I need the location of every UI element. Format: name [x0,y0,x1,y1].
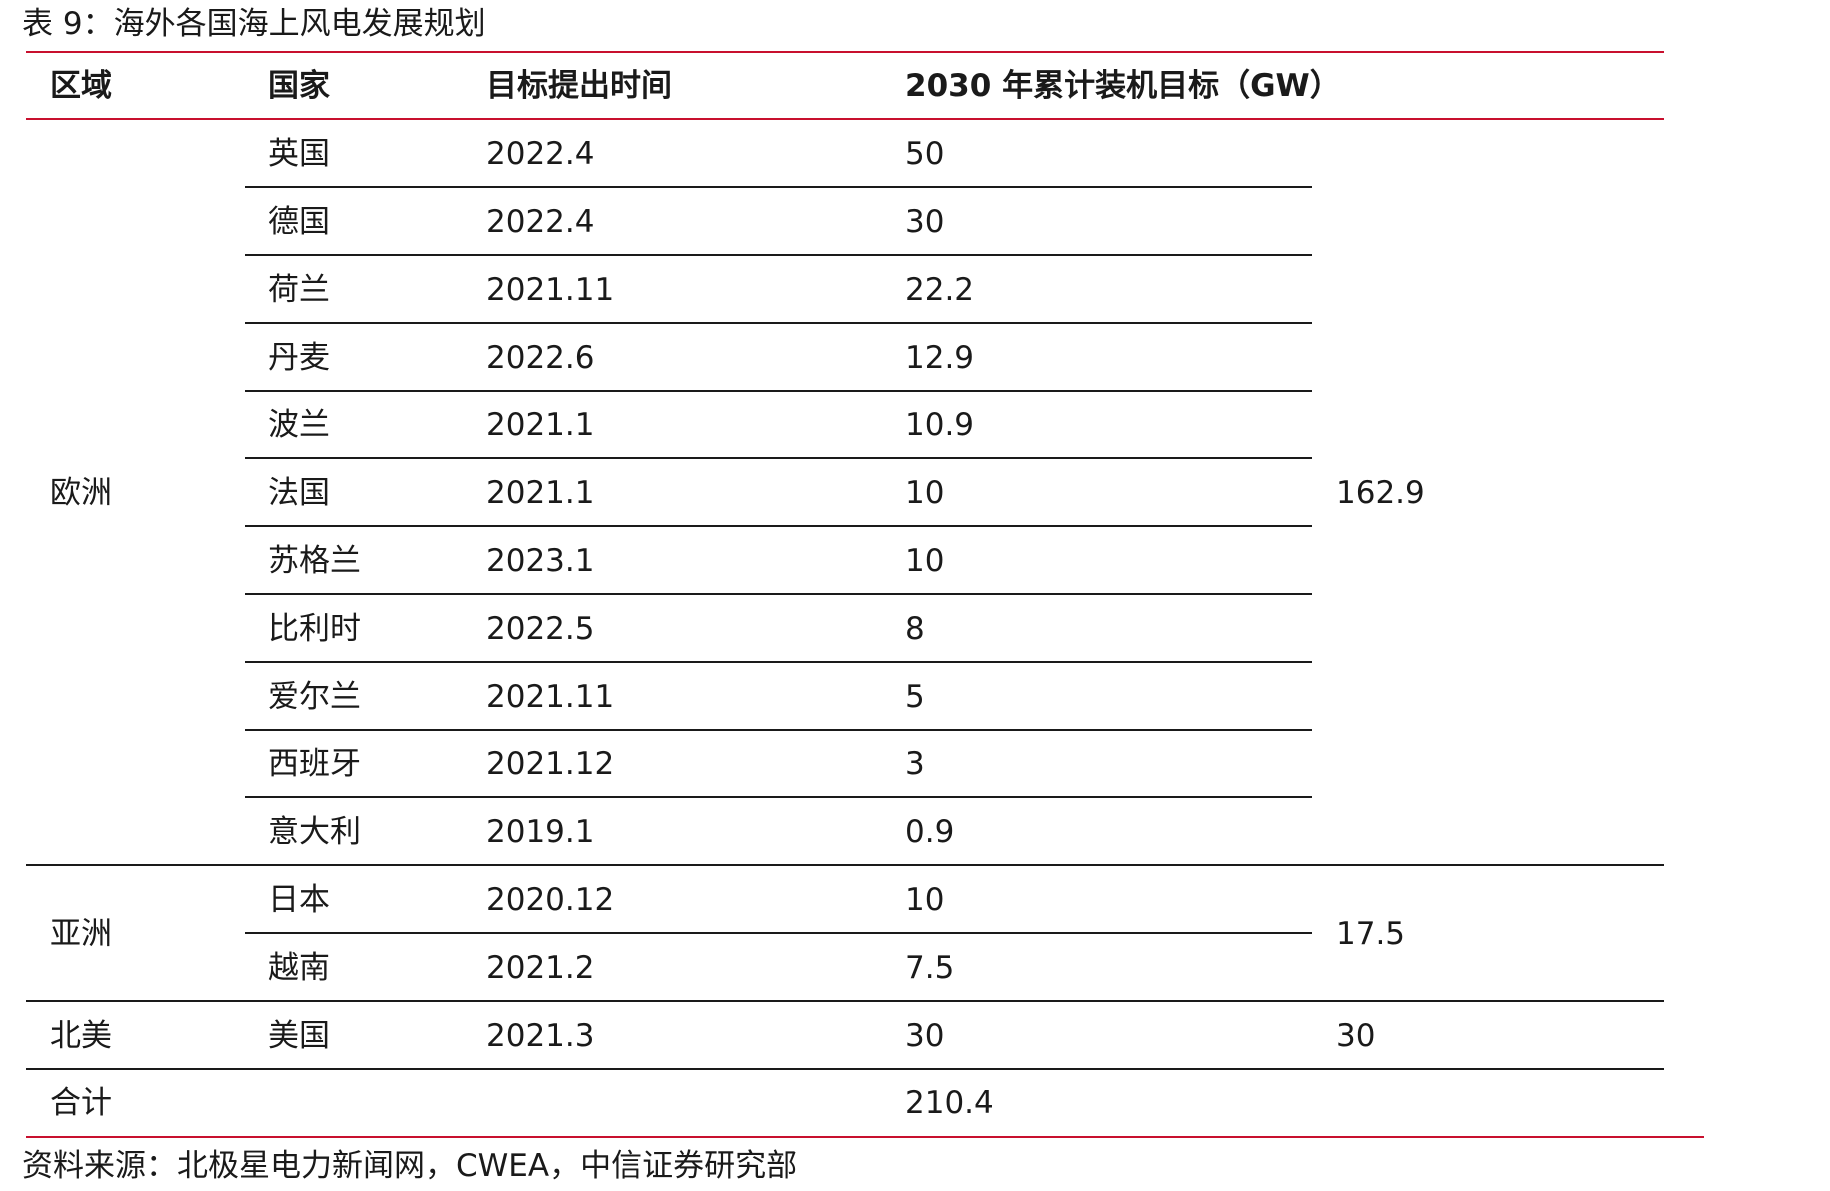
top-rule [26,51,1664,53]
header-country: 国家 [268,68,330,104]
country-cell: 法国 [268,475,330,511]
target-cell: 30 [905,204,945,240]
target-cell: 10 [905,543,945,579]
time-cell: 2021.12 [486,746,615,782]
time-cell: 2021.2 [486,950,595,986]
target-cell: 12.9 [905,340,975,376]
region-divider [26,1000,1664,1002]
country-cell: 爱尔兰 [268,679,361,715]
total-label: 合计 [50,1085,112,1121]
time-cell: 2021.11 [486,679,615,715]
subtotal-cell: 162.9 [1336,475,1425,511]
time-cell: 2022.4 [486,136,595,172]
region-cell: 欧洲 [50,475,112,511]
source-note: 资料来源：北极星电力新闻网，CWEA，中信证券研究部 [22,1148,798,1184]
time-cell: 2023.1 [486,543,595,579]
target-cell: 0.9 [905,814,955,850]
country-cell: 波兰 [268,407,330,443]
header-region: 区域 [50,68,112,104]
country-cell: 荷兰 [268,272,330,308]
time-cell: 2021.3 [486,1018,595,1054]
target-cell: 22.2 [905,272,975,308]
time-cell: 2022.6 [486,340,595,376]
country-cell: 英国 [268,136,330,172]
target-cell: 5 [905,679,925,715]
bottom-rule [26,1136,1704,1138]
row-divider [245,457,1312,459]
target-cell: 50 [905,136,945,172]
target-cell: 3 [905,746,925,782]
target-cell: 10 [905,475,945,511]
time-cell: 2022.5 [486,611,595,647]
region-cell: 亚洲 [50,916,112,952]
country-cell: 越南 [268,950,330,986]
target-cell: 7.5 [905,950,955,986]
row-divider [245,796,1312,798]
country-cell: 苏格兰 [268,543,361,579]
row-divider [245,729,1312,731]
country-cell: 德国 [268,204,330,240]
row-divider [245,390,1312,392]
country-cell: 意大利 [268,814,361,850]
time-cell: 2020.12 [486,882,615,918]
row-divider [245,254,1312,256]
country-cell: 丹麦 [268,340,330,376]
country-cell: 比利时 [268,611,361,647]
subtotal-cell: 30 [1336,1018,1376,1054]
target-cell: 8 [905,611,925,647]
target-cell: 10 [905,882,945,918]
row-divider [245,525,1312,527]
region-cell: 北美 [50,1018,112,1054]
target-cell: 10.9 [905,407,975,443]
row-divider [245,593,1312,595]
time-cell: 2021.1 [486,475,595,511]
total-value: 210.4 [905,1085,994,1121]
country-cell: 日本 [268,882,330,918]
country-cell: 西班牙 [268,746,361,782]
header-target: 2030 年累计装机目标（GW） [905,68,1341,104]
header-time: 目标提出时间 [486,68,672,104]
row-divider [245,186,1312,188]
time-cell: 2021.1 [486,407,595,443]
country-cell: 美国 [268,1018,330,1054]
header-rule [26,118,1664,120]
region-divider [26,1068,1664,1070]
row-divider [245,932,1312,934]
time-cell: 2022.4 [486,204,595,240]
region-divider [26,864,1664,866]
subtotal-cell: 17.5 [1336,916,1406,952]
time-cell: 2019.1 [486,814,595,850]
row-divider [245,661,1312,663]
row-divider [245,322,1312,324]
time-cell: 2021.11 [486,272,615,308]
target-cell: 30 [905,1018,945,1054]
table-title: 表 9：海外各国海上风电发展规划 [22,6,486,42]
